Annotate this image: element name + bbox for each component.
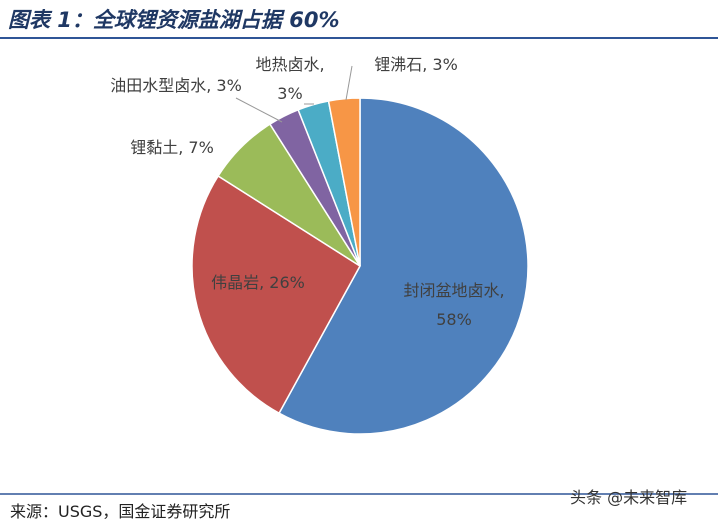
pie-slice: [191, 174, 361, 415]
leader-line: [235, 97, 283, 123]
data-label: 油田水型卤水, 3%: [110, 76, 242, 95]
data-label: 封闭盆地卤水, 58%: [403, 281, 505, 329]
pie: [191, 65, 529, 435]
leader-line: [345, 65, 353, 101]
chart-title: 图表 1：全球锂资源盐湖占据 60%: [8, 8, 340, 32]
data-label: 锂黏土, 7%: [130, 138, 214, 157]
data-label: 伟晶岩, 26%: [211, 273, 305, 292]
source: 来源：USGS，国金证券研究所: [10, 502, 231, 521]
pie-slice: [278, 97, 529, 435]
watermark: 头条 @未来智库: [570, 488, 688, 507]
data-label: 地热卤水, 3%: [255, 55, 325, 103]
data-label: 锂沸石, 3%: [374, 55, 458, 74]
pie-slice: [327, 97, 361, 267]
